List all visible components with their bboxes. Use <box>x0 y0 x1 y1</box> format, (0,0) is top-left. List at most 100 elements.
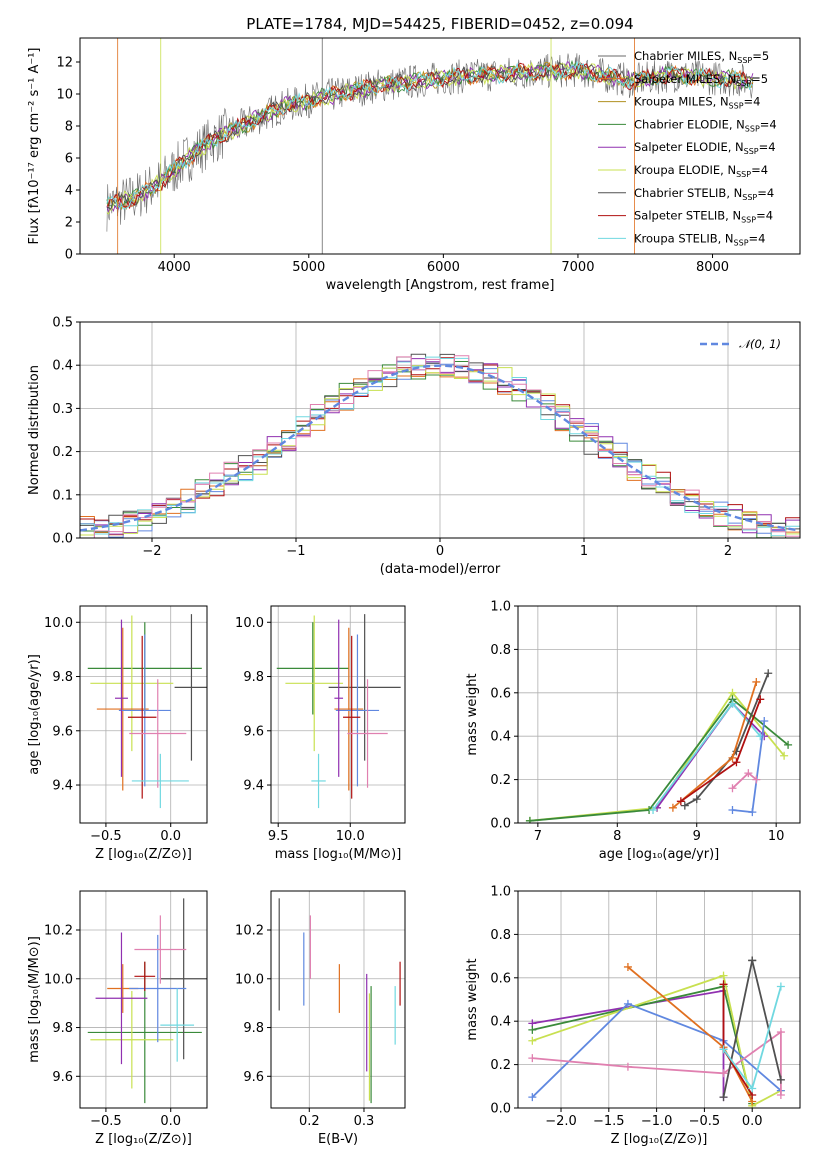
massweight-vs-age-panel: 7 8 9 10 0.0 0.2 0.4 0.6 0.8 1.0 age [log₁₀(age/yr… <box>465 600 801 862</box>
series-marker <box>752 677 761 686</box>
error-bar-point <box>118 634 171 787</box>
y-axis-label: mass [log₁₀(M/M⊙)] <box>27 936 42 1063</box>
age-vs-mass-panel: 9.5 10.0 9.4 9.6 9.8 10.0 mass [log₁₀(M/M⊙)] <box>235 605 406 862</box>
series-marker <box>623 1062 632 1071</box>
error-bar-point <box>335 634 380 787</box>
y-tick-label: 0.6 <box>490 686 511 701</box>
x-tick-label: 0 <box>436 544 444 559</box>
series-line <box>531 1002 782 1098</box>
y-tick-label: 6 <box>65 152 73 167</box>
y-tick-label: 10.0 <box>235 616 264 631</box>
mass-vs-ebv-plot-area <box>278 898 401 1104</box>
series-marker <box>728 753 737 762</box>
legend-entry: Salpeter MILES, NSSP=5 <box>634 72 768 88</box>
y-tick-label: 12 <box>56 56 73 71</box>
axes-frame <box>517 890 801 1109</box>
error-bar-point <box>96 627 149 791</box>
massweight-vs-Z-plot-area <box>528 956 785 1108</box>
axes-frame <box>79 605 208 824</box>
series-marker <box>764 669 773 678</box>
y-tick-label: 0.4 <box>490 730 511 745</box>
series-marker <box>623 999 632 1008</box>
x-tick-label: 6000 <box>427 260 460 275</box>
y-tick-label: 9.6 <box>243 1070 264 1085</box>
error-bar-point <box>343 635 361 799</box>
x-tick-label: −1.0 <box>641 1114 673 1129</box>
y-tick-label: 0.2 <box>490 773 511 788</box>
massweight-vs-Z-panel: −2.0 −1.5 −1.0 −0.5 0.0 0.0 0.2 0.4 0.6 0.8 1.0 Z [… <box>465 885 801 1147</box>
error-bar-point <box>95 932 148 1065</box>
x-tick-label: 9.5 <box>268 829 289 844</box>
y-tick-label: 0.5 <box>52 316 73 331</box>
legend-entry: Kroupa MILES, NSSP=4 <box>634 95 760 111</box>
series-marker <box>748 1084 757 1093</box>
x-tick-label: 8000 <box>696 260 729 275</box>
legend-entry: Chabrier MILES, NSSP=5 <box>634 49 769 65</box>
y-tick-label: 0.2 <box>52 445 73 460</box>
massweight-vs-age-plot-area <box>525 669 793 823</box>
series-marker <box>776 1090 785 1099</box>
series-marker <box>680 801 689 810</box>
series-marker <box>776 1075 785 1084</box>
axes-frame <box>517 605 801 824</box>
mass-vs-Z-panel: −0.5 0.0 9.6 9.8 10.0 10.2 Z [log₁₀(Z/Z⊙)] mass… <box>27 890 208 1147</box>
x-tick-label: 10 <box>768 829 785 844</box>
y-tick-label: 9.8 <box>243 670 264 685</box>
x-axis-label: mass [log₁₀(M/M⊙)] <box>275 847 402 862</box>
x-axis-label: E(B-V) <box>318 1132 358 1147</box>
series-marker <box>748 956 757 965</box>
series-marker <box>728 805 737 814</box>
x-tick-label: −1 <box>286 544 305 559</box>
y-axis-label: mass weight <box>465 958 480 1040</box>
series-marker <box>676 797 685 806</box>
mass-weight-series <box>719 956 785 1102</box>
y-tick-label: 0.4 <box>52 359 73 374</box>
series-marker <box>528 1025 537 1034</box>
series-line <box>731 771 757 789</box>
series-marker <box>776 1028 785 1037</box>
spectrum-legend: Chabrier MILES, NSSP=5 Salpeter MILES, NS… <box>598 49 777 247</box>
gaussian-curve <box>80 364 800 532</box>
mass-weight-series <box>728 769 761 793</box>
x-tick-label: 0.2 <box>299 1114 320 1129</box>
y-tick-label: 8 <box>65 120 73 135</box>
legend-entry: Salpeter STELIB, NSSP=4 <box>634 209 773 225</box>
age-vs-Z-plot-area <box>87 614 207 809</box>
y-tick-label: 9.6 <box>243 724 264 739</box>
series-marker <box>756 695 765 704</box>
error-bar-point <box>276 622 349 715</box>
series-marker <box>719 1045 728 1054</box>
mass-weight-series <box>676 695 765 806</box>
series-marker <box>744 769 753 778</box>
series-marker <box>528 1093 537 1102</box>
residual-histogram <box>80 356 800 537</box>
y-tick-label: 2 <box>65 216 73 231</box>
x-axis-label: (data-model)/error <box>380 562 501 577</box>
series-line <box>656 702 765 809</box>
figure-title: PLATE=1784, MJD=54425, FIBERID=0452, z=0… <box>246 15 633 33</box>
series-line <box>529 698 789 822</box>
x-tick-label: −0.5 <box>90 829 122 844</box>
residuals-plot-area <box>80 353 800 538</box>
y-tick-label: 10.2 <box>235 924 264 939</box>
y-tick-label: 0.0 <box>52 532 73 547</box>
series-marker <box>732 758 741 767</box>
model-spectrum <box>106 61 754 213</box>
series-marker <box>752 775 761 784</box>
spectrum-plot-area <box>106 38 754 254</box>
series-marker <box>528 1054 537 1063</box>
mass-weight-series <box>668 677 761 812</box>
mass-vs-Z-plot-area <box>87 898 207 1104</box>
x-tick-label: 0.3 <box>354 1114 375 1129</box>
mass-weight-series <box>719 982 785 1093</box>
legend-entry: Kroupa ELODIE, NSSP=4 <box>634 163 768 179</box>
residual-histogram <box>80 355 800 538</box>
y-tick-label: 0.6 <box>490 971 511 986</box>
series-marker <box>719 1093 728 1102</box>
error-bar-point <box>129 679 187 788</box>
series-marker <box>719 1069 728 1078</box>
x-tick-label: 2 <box>724 544 732 559</box>
axes-frame <box>79 321 801 539</box>
y-tick-label: 10 <box>56 88 73 103</box>
series-marker <box>776 982 785 991</box>
